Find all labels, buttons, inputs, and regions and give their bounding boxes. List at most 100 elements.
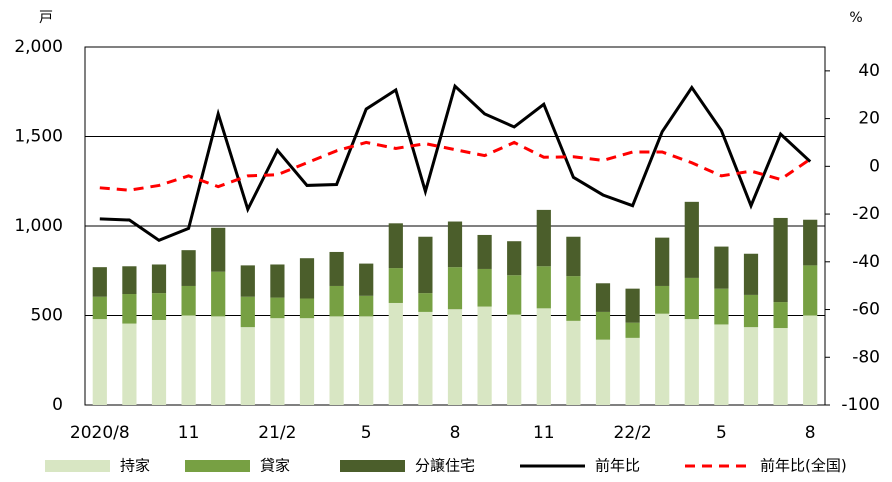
bar-segment bbox=[299, 318, 315, 405]
line-series bbox=[99, 83, 812, 243]
bar-segment bbox=[359, 263, 374, 296]
bar-segment bbox=[181, 315, 196, 405]
legend-swatch bbox=[185, 460, 250, 472]
bar-segment bbox=[211, 271, 226, 317]
legend-label: 分譲住宅 bbox=[415, 457, 475, 475]
bar-segment bbox=[122, 323, 137, 405]
bar-segment bbox=[803, 265, 818, 316]
bar-segment bbox=[595, 283, 611, 312]
y2-tick-label: 20 bbox=[858, 109, 880, 129]
bar-segment bbox=[684, 319, 699, 405]
bar-segment bbox=[359, 295, 374, 317]
bar-segment bbox=[447, 267, 463, 310]
bar-segment bbox=[477, 268, 492, 307]
bar-segment bbox=[388, 268, 403, 303]
y-tick-label: 1,000 bbox=[14, 216, 63, 236]
bar-segment bbox=[270, 318, 285, 405]
y-tick-label: 2,000 bbox=[14, 37, 63, 57]
bar-segment bbox=[536, 308, 551, 405]
bar-segment bbox=[418, 311, 433, 405]
x-tick-label: 11 bbox=[178, 423, 200, 443]
bar-segment bbox=[536, 209, 551, 267]
bar-segment bbox=[595, 311, 611, 340]
bar-segment bbox=[240, 296, 255, 328]
bar-segment bbox=[240, 265, 255, 297]
bar-segment bbox=[270, 297, 285, 319]
bar-segment bbox=[211, 316, 226, 405]
bar-segment bbox=[684, 201, 699, 278]
y2-tick-label: -60 bbox=[852, 300, 880, 320]
bar-segment bbox=[181, 250, 196, 286]
bar-segment bbox=[92, 296, 107, 320]
y-tick-label: 1,500 bbox=[14, 127, 63, 147]
x-tick-label: 5 bbox=[716, 423, 727, 443]
bar-segment bbox=[151, 264, 167, 294]
bar-segment bbox=[181, 285, 196, 316]
bar-segment bbox=[743, 294, 759, 328]
x-tick-label: 21/2 bbox=[258, 423, 296, 443]
bar-segment bbox=[625, 337, 640, 405]
bar-segment bbox=[714, 288, 729, 325]
bar-segment bbox=[92, 319, 107, 405]
legend-label: 前年比(全国) bbox=[760, 457, 847, 475]
bar-segment bbox=[359, 316, 374, 405]
bar-segment bbox=[151, 319, 167, 405]
bar-segment bbox=[211, 227, 226, 272]
bar-segment bbox=[536, 266, 551, 309]
bar-segment bbox=[329, 285, 344, 317]
y2-tick-label: 0 bbox=[869, 156, 880, 176]
bar-segment bbox=[507, 275, 522, 315]
x-tick-label: 11 bbox=[533, 423, 555, 443]
bar-segment bbox=[655, 313, 670, 405]
bar-segment bbox=[655, 285, 670, 314]
legend-label: 持家 bbox=[120, 457, 150, 475]
bar-segment bbox=[418, 293, 433, 312]
legend-swatch bbox=[45, 460, 110, 472]
bar-segment bbox=[299, 298, 315, 319]
bar-segment bbox=[743, 327, 759, 405]
y2-tick-label: -100 bbox=[841, 395, 880, 415]
bar-segment bbox=[329, 251, 344, 286]
x-tick-label: 5 bbox=[361, 423, 372, 443]
y2-tick-label: -20 bbox=[852, 204, 880, 224]
bar-segment bbox=[418, 236, 433, 294]
bar-segment bbox=[299, 258, 315, 299]
bar-segment bbox=[447, 221, 463, 268]
bar-segment bbox=[507, 241, 522, 276]
bar-segment bbox=[714, 246, 729, 289]
bar-segment bbox=[92, 267, 107, 297]
bar-segment bbox=[477, 234, 492, 269]
y-axis-unit: 戸 bbox=[39, 10, 53, 26]
bar-segment bbox=[566, 320, 581, 405]
bar-segment bbox=[773, 302, 788, 329]
y2-axis-unit: % bbox=[849, 10, 862, 26]
legend-swatch bbox=[340, 460, 405, 472]
bar-segment bbox=[595, 339, 611, 405]
bar-segment bbox=[625, 322, 640, 338]
bar-segment bbox=[655, 237, 670, 286]
bar-segment bbox=[151, 293, 167, 320]
bar-segment bbox=[684, 277, 699, 320]
bar-segment bbox=[714, 324, 729, 405]
bar-segment bbox=[122, 266, 137, 295]
bar-segment bbox=[447, 309, 463, 405]
legend-label: 前年比 bbox=[595, 457, 640, 475]
y-tick-label: 0 bbox=[52, 395, 63, 415]
bar-segment bbox=[240, 327, 255, 405]
bar-segment bbox=[566, 236, 581, 277]
bar-segment bbox=[803, 219, 818, 266]
bar-segment bbox=[566, 276, 581, 321]
y2-tick-label: -40 bbox=[852, 252, 880, 272]
bar-segment bbox=[122, 294, 137, 324]
x-tick-label: 2020/8 bbox=[70, 423, 130, 443]
bar-segment bbox=[388, 223, 403, 269]
x-tick-label: 22/2 bbox=[614, 423, 652, 443]
bar-segment bbox=[773, 328, 788, 405]
bar-segment bbox=[507, 314, 522, 405]
bar-segment bbox=[329, 316, 344, 405]
line-series bbox=[99, 140, 812, 192]
bar-segment bbox=[270, 264, 285, 298]
bar-segment bbox=[773, 217, 788, 303]
bar-segment bbox=[743, 253, 759, 295]
